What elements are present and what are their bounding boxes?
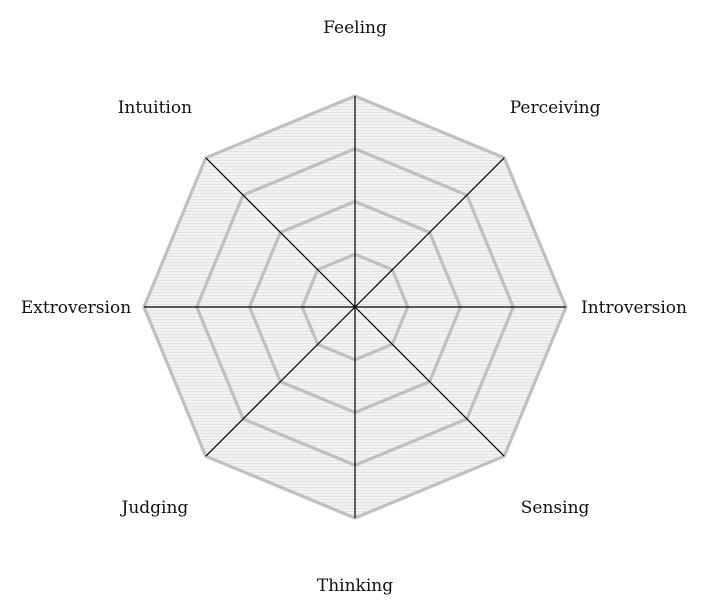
axis-label-feeling: Feeling	[323, 18, 387, 38]
axis-label-extroversion: Extroversion	[21, 298, 131, 318]
axis-label-intuition: Intuition	[118, 98, 192, 118]
spoke-judging	[205, 306, 356, 457]
spoke-sensing	[354, 306, 505, 457]
axis-label-perceiving: Perceiving	[510, 98, 601, 118]
axis-label-thinking: Thinking	[317, 576, 393, 596]
axis-label-judging: Judging	[120, 498, 189, 518]
axis-spokes	[144, 96, 566, 518]
axis-label-introversion: Introversion	[581, 298, 687, 318]
spoke-perceiving	[354, 157, 505, 308]
axis-labels: Introversion Perceiving Feeling Intuition Ex…	[21, 18, 687, 596]
axis-label-sensing: Sensing	[521, 498, 590, 518]
spoke-intuition	[205, 157, 356, 308]
